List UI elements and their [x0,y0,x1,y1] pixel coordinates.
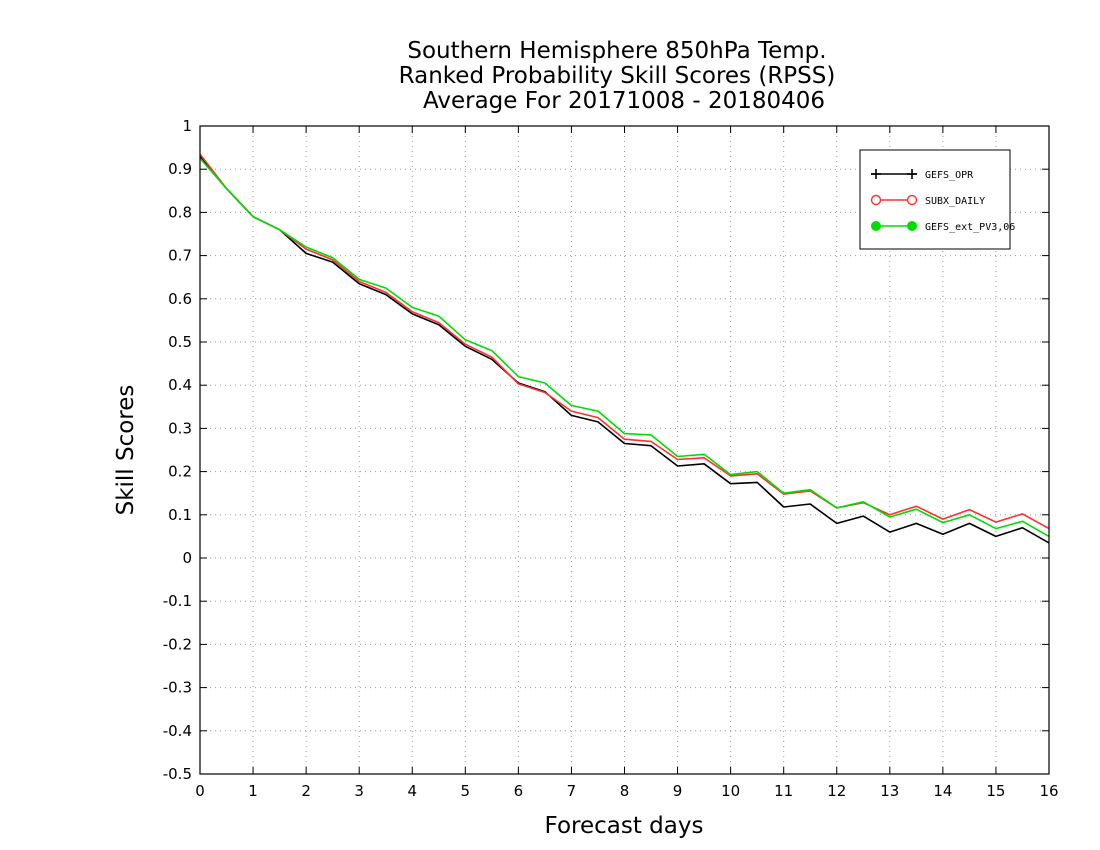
y-tick-label: 0.1 [168,506,192,524]
chart-title-line-1: Southern Hemisphere 850hPa Temp. [407,38,826,64]
x-tick-label: 2 [301,782,311,800]
x-tick-label: 16 [1039,782,1058,800]
axis-ticks: 0 1 2 3 4 5 6 7 8 9 10 11 12 13 14 15 1610.90.80.70.60.5… [163,117,1059,800]
x-tick-label: 15 [986,782,1005,800]
x-tick-label: 5 [461,782,471,800]
y-tick-label: -0.2 [163,635,192,653]
x-tick-label: 1 [248,782,258,800]
x-tick-label: 4 [407,782,417,800]
x-tick-label: 13 [880,782,899,800]
y-tick-label: -0.3 [163,679,192,697]
legend-marker-open-circle [906,194,918,206]
y-tick-label: 0.4 [168,376,192,394]
y-tick-label: 1 [182,117,192,135]
legend: GEFS_OPR SUBX_DAILY GEFS_ext_PV3,06 [859,149,1015,250]
series-lines [199,153,1050,544]
x-tick-label: 11 [774,782,793,800]
legend-marker-filled-circle [871,221,881,231]
legend-label-1: SUBX_DAILY [925,196,985,207]
x-axis-label: Forecast days [545,813,704,839]
x-tick-label: 14 [933,782,952,800]
y-tick-label: -0.4 [163,722,192,740]
chart-title-line-2: Ranked Probability Skill Scores (RPSS) [399,63,836,89]
y-tick-label: -0.1 [163,592,192,610]
y-tick-label: 0.9 [168,160,192,178]
y-tick-label: 0 [182,549,192,567]
x-tick-label: 12 [827,782,846,800]
grid-lines [200,126,1049,774]
series-line-2 [199,157,1050,538]
legend-label-2: GEFS_ext_PV3,06 [925,222,1015,233]
chart-title: Southern Hemisphere 850hPa Temp. Ranked … [399,38,836,114]
y-tick-label: 0.6 [168,290,192,308]
y-tick-label: 0.3 [168,419,192,437]
series-line-0 [199,155,1050,544]
chart-title-line-3: Average For 20171008 - 20180406 [423,88,825,114]
y-tick-label: 0.8 [168,203,192,221]
x-tick-label: 6 [514,782,524,800]
x-tick-label: 7 [567,782,577,800]
series-line-1 [199,153,1050,530]
x-tick-label: 0 [195,782,205,800]
legend-marker-open-circle [870,194,882,206]
x-tick-label: 9 [673,782,683,800]
legend-marker-filled-circle [907,221,917,231]
y-tick-label: -0.5 [163,765,192,783]
y-tick-label: 0.7 [168,247,192,265]
x-tick-label: 10 [721,782,740,800]
y-tick-label: 0.2 [168,463,192,481]
y-tick-label: 0.5 [168,333,192,351]
y-axis-label: Skill Scores [113,385,139,516]
x-tick-label: 3 [354,782,364,800]
x-tick-label: 8 [620,782,630,800]
legend-label-0: GEFS_OPR [925,170,974,181]
